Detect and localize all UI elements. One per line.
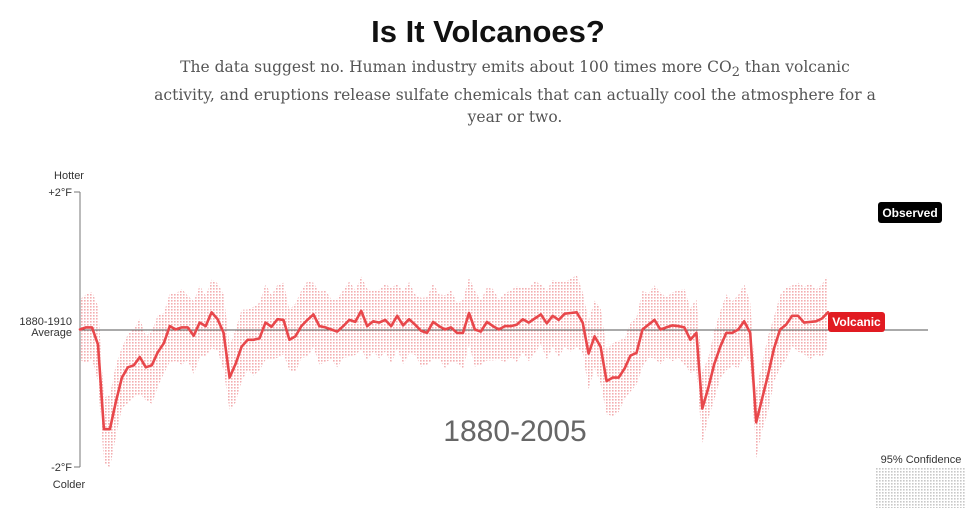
subtitle-text-after: than volcanic activity, and eruptions re… [154,58,876,127]
confidence-legend-swatch [876,468,966,508]
volcanic-badge [828,312,885,332]
subtitle-subscript: 2 [731,65,740,81]
chart-subtitle: The data suggest no. Human industry emit… [150,56,880,128]
baseline-label-line1: 1880-1910 [19,316,72,328]
observed-badge[interactable] [878,202,942,223]
y-axis: Hotter +2°F 1880-1910 Average -2°F Colde… [19,170,85,491]
observed-badge-label: Observed [882,206,937,220]
year-range-label: 1880-2005 [443,415,586,448]
subtitle-text-before: The data suggest no. Human industry emit… [180,58,732,76]
confidence-legend-label: 95% Confidence [881,454,962,466]
legend-volcanic: Volcanic [828,312,885,332]
volcanic-badge-label: Volcanic [832,315,881,329]
y-axis-bottom-label: Colder [53,479,86,491]
legend-observed: Observed [878,202,942,223]
y-tick-label-bottom: -2°F [51,462,72,474]
chart-title: Is It Volcanoes? [371,14,605,49]
y-axis-top-label: Hotter [54,170,84,182]
legend-confidence: 95% Confidence [876,454,966,508]
y-tick-label-top: +2°F [48,187,72,199]
baseline-label-line2: Average [31,327,72,339]
volcanic-series-line [78,309,830,431]
